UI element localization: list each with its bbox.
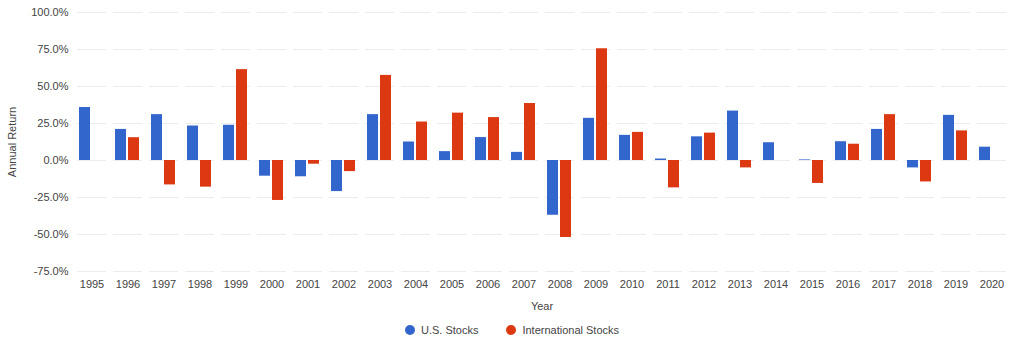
svg-text:0.0%: 0.0%	[43, 154, 68, 166]
svg-text:2000: 2000	[260, 278, 284, 290]
svg-text:2018: 2018	[908, 278, 932, 290]
svg-text:2020: 2020	[980, 278, 1004, 290]
svg-text:2005: 2005	[440, 278, 464, 290]
svg-text:2008: 2008	[548, 278, 572, 290]
svg-text:1998: 1998	[188, 278, 212, 290]
svg-text:2017: 2017	[872, 278, 896, 290]
svg-text:2010: 2010	[620, 278, 644, 290]
svg-text:-50.0%: -50.0%	[34, 228, 69, 240]
svg-text:2013: 2013	[728, 278, 752, 290]
svg-text:2004: 2004	[404, 278, 428, 290]
svg-text:1999: 1999	[224, 278, 248, 290]
html-text:International Stocks: International Stocks	[522, 324, 619, 336]
svg-text:2009: 2009	[584, 278, 608, 290]
svg-text:-25.0%: -25.0%	[34, 191, 69, 203]
svg-text:2016: 2016	[836, 278, 860, 290]
svg-text:50.0%: 50.0%	[37, 80, 68, 92]
svg-text:2003: 2003	[368, 278, 392, 290]
svg-text:2014: 2014	[764, 278, 788, 290]
svg-text:2012: 2012	[692, 278, 716, 290]
html-text:U.S. Stocks: U.S. Stocks	[421, 324, 479, 336]
svg-text:1995: 1995	[80, 278, 104, 290]
svg-text:2015: 2015	[800, 278, 824, 290]
svg-text:2001: 2001	[296, 278, 320, 290]
svg-text:Annual Return: Annual Return	[6, 107, 18, 177]
svg-text:1996: 1996	[116, 278, 140, 290]
svg-text:2011: 2011	[656, 278, 680, 290]
svg-text:75.0%: 75.0%	[37, 43, 68, 55]
svg-text:100.0%: 100.0%	[31, 6, 69, 18]
svg-text:Year: Year	[531, 300, 554, 312]
svg-text:2006: 2006	[476, 278, 500, 290]
svg-text:1997: 1997	[152, 278, 176, 290]
svg-text:2002: 2002	[332, 278, 356, 290]
svg-text:25.0%: 25.0%	[37, 117, 68, 129]
svg-text:2019: 2019	[944, 278, 968, 290]
svg-text:-75.0%: -75.0%	[34, 265, 69, 277]
svg-text:2007: 2007	[512, 278, 536, 290]
